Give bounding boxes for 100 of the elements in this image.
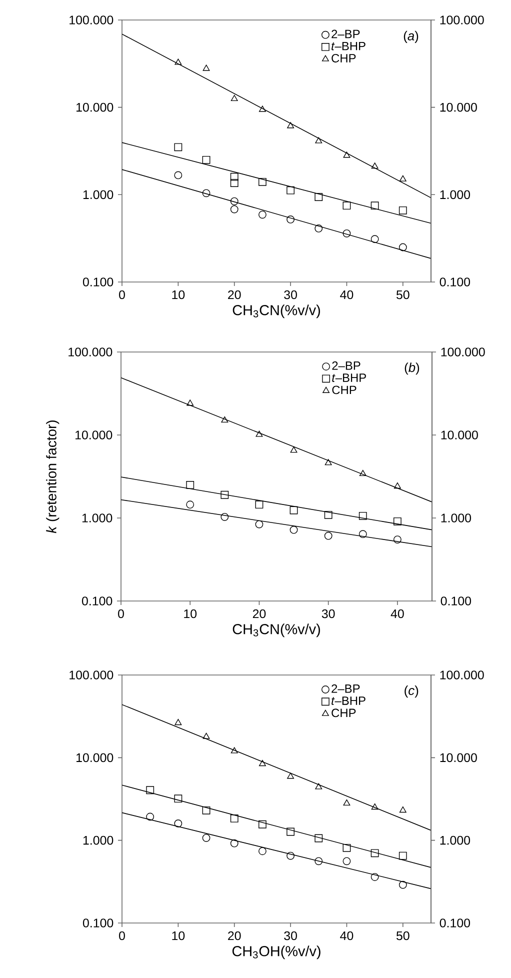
text: 10.000 — [76, 753, 114, 762]
point — [286, 216, 294, 224]
annotation: (a) — [404, 30, 418, 43]
point — [342, 857, 351, 866]
y-tick-label: 0.100 — [440, 278, 470, 286]
point — [174, 58, 182, 65]
point — [286, 828, 294, 836]
x-tick-label: 0 — [119, 931, 125, 940]
text: 1.000 — [83, 836, 114, 845]
point — [370, 202, 379, 210]
point — [202, 806, 210, 814]
point — [202, 64, 210, 71]
point — [186, 500, 194, 509]
x-tick-label: 40 — [340, 931, 354, 940]
point — [146, 812, 154, 821]
point — [186, 400, 194, 406]
point — [220, 512, 229, 521]
x-tick-label: 30 — [322, 609, 335, 618]
point — [314, 857, 323, 866]
point — [290, 446, 298, 453]
x-axis-title: CH$_{3}$OH(%v/v) — [232, 946, 320, 960]
x-axis-title: CH$_{3}$CN(%v/v) — [232, 304, 320, 318]
y-tick-label: 1.000 — [441, 514, 472, 522]
x-tick-label: 10 — [184, 609, 197, 618]
point — [174, 719, 182, 726]
legend-label: CHP — [332, 54, 356, 62]
y-tick-label: 100.000 — [441, 348, 485, 356]
point — [371, 803, 378, 810]
point — [370, 873, 379, 881]
point — [256, 430, 263, 437]
point — [230, 814, 238, 822]
point — [174, 171, 182, 180]
legend-label: t–BHP — [332, 696, 366, 705]
legend-label: 2–BP — [332, 684, 360, 693]
point — [174, 143, 182, 152]
point — [174, 794, 182, 803]
point — [314, 193, 323, 201]
point — [286, 852, 294, 860]
legend-label: t–BHP — [332, 374, 366, 382]
point — [220, 490, 229, 499]
point — [324, 459, 332, 466]
point — [398, 852, 407, 860]
x-tick-label: 0 — [119, 290, 125, 300]
point — [399, 175, 406, 182]
point — [258, 210, 266, 219]
legend-label: t–BHP — [332, 42, 366, 50]
point — [342, 229, 351, 238]
point — [186, 481, 194, 489]
legend-label: 2–BP — [332, 361, 360, 370]
point — [342, 202, 351, 210]
point — [343, 799, 350, 806]
x-tick-label: 0 — [118, 609, 124, 618]
y-tick-label: 1.000 — [440, 836, 470, 845]
point — [221, 416, 228, 423]
point — [287, 122, 294, 128]
point — [230, 205, 238, 214]
point — [146, 786, 154, 794]
x-tick-label: 20 — [228, 931, 241, 940]
x-tick-label: 30 — [284, 931, 297, 940]
legend-label: CHP — [332, 708, 356, 718]
point — [342, 844, 351, 852]
y-tick-label: 100.000 — [440, 670, 484, 680]
y-tick-label: 0.100 — [440, 596, 472, 606]
y-tick-label: 100.000 — [440, 16, 484, 24]
text: 10.000 — [76, 430, 112, 440]
point — [255, 500, 264, 509]
x-tick-label: 40 — [340, 290, 354, 300]
x-tick-label: 20 — [252, 609, 266, 618]
point — [394, 482, 401, 489]
point — [290, 506, 298, 514]
x-tick-label: 50 — [396, 290, 410, 300]
point — [394, 517, 402, 526]
point — [358, 530, 367, 538]
point — [258, 178, 266, 186]
text: 100.000 — [70, 670, 114, 680]
point — [398, 243, 407, 252]
legend-label: CHP — [332, 386, 356, 394]
point — [258, 820, 266, 828]
point — [394, 536, 402, 544]
point — [230, 197, 238, 206]
point — [371, 162, 378, 169]
point — [202, 156, 210, 164]
point — [287, 772, 294, 779]
point — [314, 224, 323, 232]
x-tick-label: 20 — [228, 290, 241, 300]
y-tick-label: 10.000 — [440, 753, 477, 762]
point — [230, 94, 238, 102]
text: 0.100 — [82, 918, 114, 928]
y-tick-label: 10.000 — [440, 102, 477, 112]
point — [202, 732, 210, 739]
text: 0.100 — [82, 596, 112, 606]
x-axis-title: CH$_{3}$CN(%v/v) — [232, 624, 320, 638]
x-tick-label: 50 — [396, 931, 410, 940]
point — [314, 834, 323, 842]
y-axis-title: k (retention factor) — [46, 420, 60, 534]
point — [398, 880, 407, 889]
x-tick-label: 10 — [172, 931, 185, 940]
point — [258, 847, 266, 856]
x-tick-label: 10 — [172, 290, 185, 300]
text: 1.000 — [82, 514, 112, 522]
